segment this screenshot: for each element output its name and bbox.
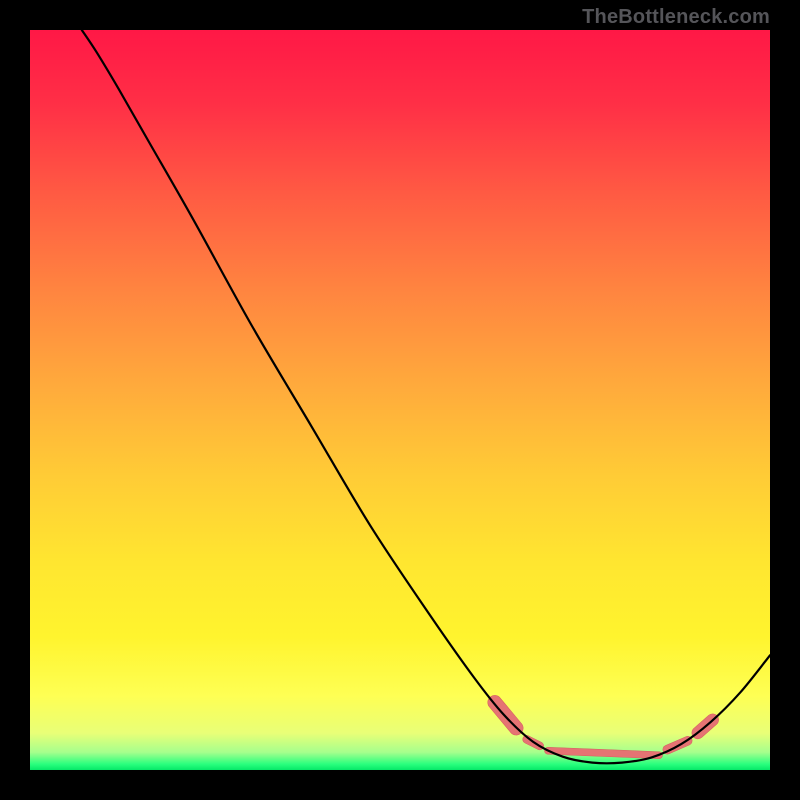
chart-container: TheBottleneck.com [0,0,800,800]
watermark-text: TheBottleneck.com [582,6,770,29]
curve-layer [30,30,770,770]
bottleneck-curve [82,30,770,763]
plot-area [30,30,770,770]
highlight-markers [485,693,721,759]
